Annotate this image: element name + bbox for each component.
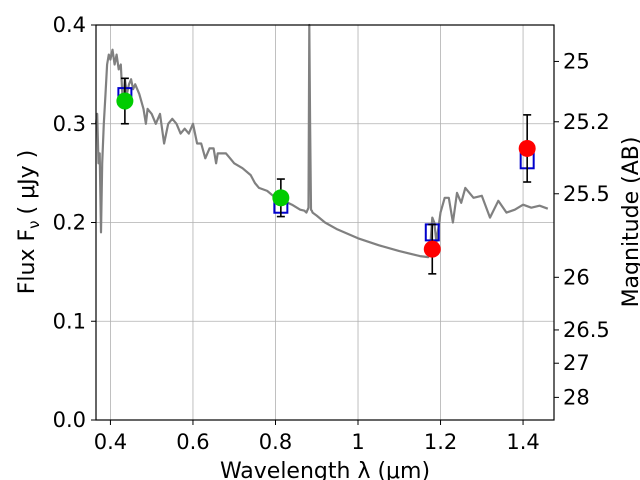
x-tick-label-1: 0.6 <box>176 430 209 454</box>
right-tick-label-2: 25.5 <box>563 182 610 206</box>
right-tick-label-5: 27 <box>563 351 590 375</box>
y-axis-label: Flux Fν ( μJy ) <box>15 150 43 294</box>
right-tick-label-6: 28 <box>563 385 590 409</box>
x-tick-label-0: 0.4 <box>94 430 127 454</box>
x-axis-label: Wavelength λ (μm) <box>220 459 430 480</box>
observed-marker-3 <box>518 139 536 157</box>
observed-point-2 <box>423 223 441 275</box>
y-axis-label-main: Flux F <box>15 229 40 294</box>
y-axis-label-unit: ( μJy ) <box>15 150 40 215</box>
y-axis-label-subscript: ν <box>25 220 43 228</box>
observed-point-3 <box>518 114 536 183</box>
observed-marker-2 <box>423 240 441 258</box>
y-tick-label-3: 0.3 <box>53 112 86 136</box>
right-tick-label-4: 26.5 <box>563 318 610 342</box>
x-tick-label-4: 1.2 <box>424 430 457 454</box>
y-tick-label-1: 0.1 <box>53 309 86 333</box>
y-tick-label-4: 0.4 <box>53 13 86 37</box>
observed-points-layer <box>116 77 536 275</box>
x-tick-label-3: 1 <box>351 430 364 454</box>
y-tick-label-2: 0.2 <box>53 211 86 235</box>
right-axis-ticks: 25 25.2 25.5 26 26.5 27 28 <box>554 49 610 409</box>
observed-marker-1 <box>272 189 290 207</box>
model-photometry-layer <box>117 87 535 242</box>
right-tick-label-3: 26 <box>563 265 590 289</box>
right-tick-label-1: 25.2 <box>563 110 610 134</box>
x-tick-label-2: 0.8 <box>259 430 292 454</box>
model-spectrum-line <box>94 23 549 259</box>
x-tick-label-5: 1.4 <box>506 430 539 454</box>
observed-marker-0 <box>116 92 134 110</box>
observed-point-0 <box>116 77 134 125</box>
y-tick-label-0: 0.0 <box>53 408 86 432</box>
model-spectrum-layer <box>94 23 549 259</box>
x-axis-ticks: 0.4 0.6 0.8 1 1.2 1.4 <box>94 420 540 454</box>
right-axis-label: Magnitude (AB) <box>619 137 640 308</box>
right-tick-label-0: 25 <box>563 49 590 73</box>
y-axis-ticks: 0.0 0.1 0.2 0.3 0.4 <box>53 13 96 432</box>
observed-point-1 <box>272 178 290 218</box>
